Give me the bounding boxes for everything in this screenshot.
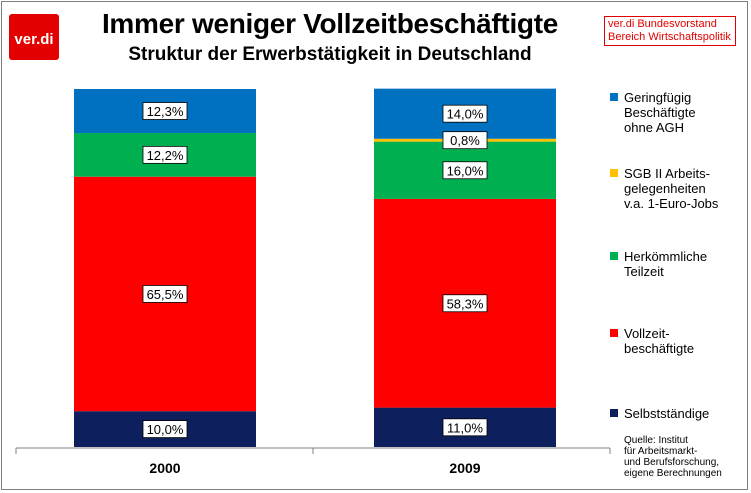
data-label-teilzeit-2009: 16,0% (442, 161, 488, 180)
data-label-selbststaendige-2009: 11,0% (442, 418, 488, 437)
data-label-box (442, 294, 488, 313)
data-label-box (442, 104, 488, 123)
legend-label: Herkömmliche Teilzeit (624, 249, 708, 279)
data-label-text: 0,8% (450, 133, 480, 148)
organization-box: ver.di Bundesvorstand Bereich Wirtschaft… (604, 16, 736, 46)
chart-title: Immer weniger Vollzeitbeschäftigte (101, 8, 559, 39)
data-label-teilzeit-2000: 12,2% (142, 145, 188, 164)
legend-label: Vollzeit- beschäftigte (624, 326, 695, 356)
x-tick-label-2000: 2000 (149, 460, 180, 476)
organization-line-1: ver.di Bundesvorstand (608, 18, 717, 30)
data-label-geringfuegig-2009: 14,0% (442, 104, 488, 123)
legend-swatch (610, 252, 618, 260)
x-tick-label-2009: 2009 (449, 460, 480, 476)
data-label-selbststaendige-2000: 10,0% (142, 420, 188, 439)
legend-swatch (610, 409, 618, 417)
source-note: Quelle: Institut für Arbeitsmarkt- und B… (624, 435, 722, 479)
data-label-box (142, 102, 188, 120)
logo-background (9, 14, 59, 60)
data-label-sgb-2009: 0,8% (442, 131, 488, 150)
data-label-box (142, 285, 188, 303)
organization-line-2: Bereich Wirtschaftspolitik (608, 31, 731, 43)
data-label-text: 58,3% (447, 296, 484, 311)
legend-label: Selbstständige (624, 406, 710, 421)
data-label-text: 10,0% (147, 422, 184, 437)
legend-label: Geringfügig Beschäftigte ohne AGH (624, 90, 696, 135)
verdi-logo: ver.di (9, 14, 59, 60)
data-label-box (142, 145, 188, 164)
data-label-box (442, 131, 488, 150)
data-label-text: 12,2% (147, 148, 184, 163)
data-label-text: 65,5% (147, 287, 184, 302)
legend-label: SGB II Arbeits- gelegenheiten v.a. 1-Eur… (624, 166, 719, 211)
legend-swatch (610, 169, 618, 177)
data-label-box (142, 420, 188, 439)
data-label-box (442, 161, 488, 180)
legend-swatch (610, 329, 618, 337)
data-label-text: 11,0% (447, 420, 483, 435)
data-label-text: 16,0% (447, 163, 484, 178)
data-label-vollzeit-2000: 65,5% (142, 285, 188, 303)
logo-text: ver.di (14, 31, 53, 48)
data-label-text: 14,0% (447, 107, 484, 122)
data-label-geringfuegig-2000: 12,3% (142, 102, 188, 120)
chart-subtitle: Struktur der Erwerbstätigkeit in Deutsch… (128, 44, 532, 65)
data-label-box (442, 418, 488, 437)
data-label-vollzeit-2009: 58,3% (442, 294, 488, 313)
data-label-text: 12,3% (147, 104, 184, 119)
legend-swatch (610, 93, 618, 101)
